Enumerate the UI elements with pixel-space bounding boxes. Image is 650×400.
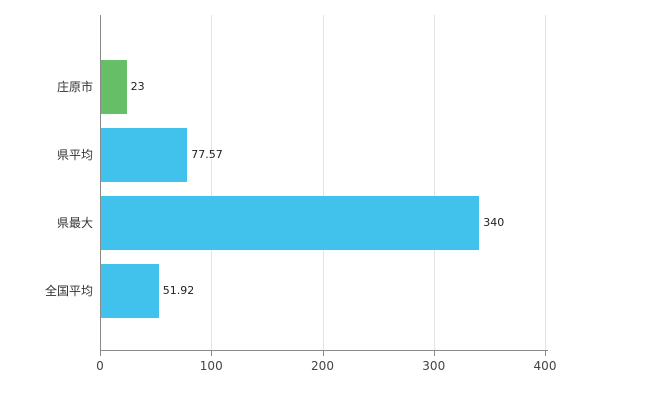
value-label-県平均: 77.57 [191, 148, 223, 161]
x-tick-100 [211, 351, 213, 356]
bar-全国平均 [101, 264, 159, 318]
bar-県平均 [101, 128, 188, 182]
category-label-県最大: 県最大 [56, 216, 93, 230]
x-tick-label-100: 100 [199, 359, 223, 373]
x-tick-0 [100, 351, 101, 356]
value-label-庄原市: 23 [130, 80, 145, 93]
value-label-県最大: 340 [483, 216, 505, 229]
x-tick-200 [322, 351, 324, 356]
x-tick-400 [545, 351, 546, 356]
gridline-x-100 [211, 15, 213, 350]
x-tick-label-0: 0 [96, 359, 104, 373]
x-tick-300 [433, 351, 435, 356]
bar-庄原市 [101, 60, 127, 114]
gridline-x-400 [545, 15, 546, 350]
x-tick-label-400: 400 [533, 359, 557, 373]
value-label-全国平均: 51.92 [162, 284, 195, 297]
gridline-x-300 [433, 15, 435, 350]
x-axis-line [100, 350, 548, 351]
category-label-全国平均: 全国平均 [44, 284, 93, 298]
category-label-県平均: 県平均 [56, 148, 93, 162]
category-label-庄原市: 庄原市 [56, 80, 93, 94]
x-tick-label-300: 300 [422, 359, 446, 373]
gridline-x-200 [322, 15, 324, 350]
y-axis-line [100, 15, 101, 350]
x-tick-label-200: 200 [311, 359, 334, 373]
bar-県最大 [101, 196, 480, 250]
